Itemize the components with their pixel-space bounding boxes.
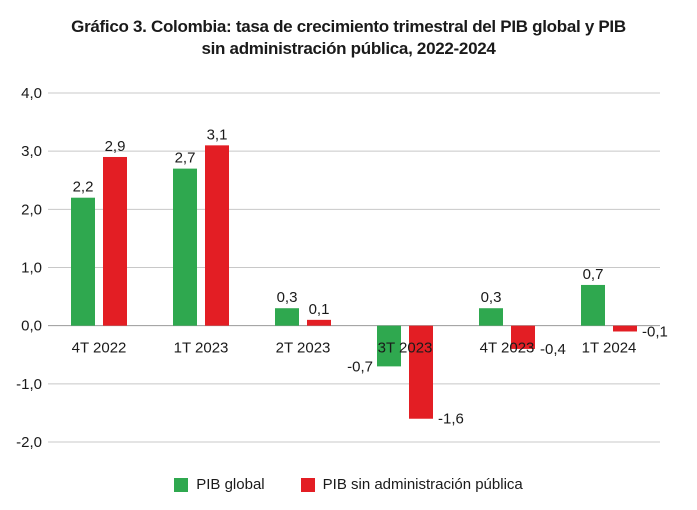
legend-item-pib-sin-admin: PIB sin administración pública bbox=[300, 476, 523, 493]
y-tick-label: 2,0 bbox=[21, 201, 42, 218]
x-tick-label: 4T 2023 bbox=[480, 340, 535, 357]
x-tick-label: 1T 2023 bbox=[174, 340, 229, 357]
bar-pib-sin-admin bbox=[205, 145, 229, 326]
data-label: 2,9 bbox=[105, 138, 126, 155]
y-tick-label: -1,0 bbox=[16, 376, 42, 393]
y-tick-label: 1,0 bbox=[21, 260, 42, 277]
legend-swatch-pib-sin-admin bbox=[300, 477, 315, 492]
chart-legend: PIB global PIB sin administración públic… bbox=[0, 476, 697, 493]
data-label: 2,7 bbox=[175, 150, 196, 167]
legend-label-pib-global: PIB global bbox=[196, 476, 265, 493]
bar-pib-sin-admin bbox=[103, 156, 127, 326]
x-tick-label: 2T 2023 bbox=[276, 340, 331, 357]
chart-title-line-2: sin administración pública, 2022-2024 bbox=[201, 39, 496, 58]
data-label: 0,1 bbox=[309, 301, 330, 318]
bar-pib-global bbox=[173, 168, 197, 326]
bar-pib-sin-admin bbox=[613, 325, 637, 332]
data-label: 0,3 bbox=[277, 289, 298, 306]
chart-title: Gráfico 3. Colombia: tasa de crecimiento… bbox=[0, 16, 697, 60]
x-tick-label: 1T 2024 bbox=[582, 340, 637, 357]
data-label: -0,1 bbox=[642, 323, 668, 340]
legend-item-pib-global: PIB global bbox=[174, 476, 265, 493]
legend-swatch-pib-global bbox=[174, 477, 189, 492]
data-label: 0,3 bbox=[481, 289, 502, 306]
data-label: -0,7 bbox=[347, 358, 373, 375]
y-tick-label: 3,0 bbox=[21, 143, 42, 160]
bar-pib-global bbox=[479, 308, 503, 326]
x-tick-label: 3T 2023 bbox=[378, 340, 433, 357]
data-label: 3,1 bbox=[207, 126, 228, 143]
data-label: -1,6 bbox=[438, 411, 464, 428]
data-label: -0,4 bbox=[540, 341, 566, 358]
data-label: 2,2 bbox=[73, 179, 94, 196]
bar-pib-global bbox=[275, 308, 299, 326]
chart-title-line-1: Gráfico 3. Colombia: tasa de crecimiento… bbox=[71, 17, 626, 36]
bar-pib-global bbox=[71, 197, 95, 326]
bar-pib-sin-admin bbox=[511, 325, 535, 349]
y-tick-label: -2,0 bbox=[16, 434, 42, 451]
bar-pib-global bbox=[581, 284, 605, 326]
data-label: 0,7 bbox=[583, 266, 604, 283]
bar-pib-global bbox=[377, 325, 401, 367]
legend-label-pib-sin-admin: PIB sin administración pública bbox=[322, 476, 523, 493]
bar-pib-sin-admin bbox=[409, 325, 433, 419]
y-tick-label: 0,0 bbox=[21, 318, 42, 335]
y-tick-label: 4,0 bbox=[21, 85, 42, 102]
bar-chart: 4,0 3,0 2,0 1,0 0,0 -1,0 -2,0 4T 2022 1T 2023 2T … bbox=[16, 85, 668, 451]
bar-pib-sin-admin bbox=[307, 319, 331, 326]
x-tick-label: 4T 2022 bbox=[72, 340, 127, 357]
